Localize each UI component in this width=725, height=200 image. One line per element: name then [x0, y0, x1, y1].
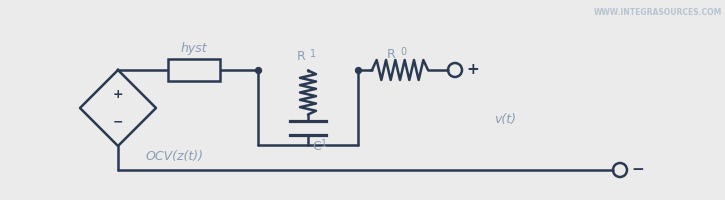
- Text: 1: 1: [310, 49, 316, 59]
- Text: −: −: [631, 162, 645, 178]
- Text: v(t): v(t): [494, 114, 516, 127]
- Point: [352, 68, 364, 72]
- Text: 0: 0: [400, 47, 406, 57]
- Text: +: +: [112, 88, 123, 100]
- Point: [252, 68, 264, 72]
- Text: WWW.INTEGRASOURCES.COM: WWW.INTEGRASOURCES.COM: [594, 8, 722, 17]
- Text: −: −: [113, 116, 123, 129]
- Text: R: R: [387, 47, 396, 60]
- Text: 1: 1: [321, 139, 327, 149]
- FancyBboxPatch shape: [168, 59, 220, 81]
- Text: +: +: [467, 62, 479, 77]
- Text: C: C: [312, 140, 320, 152]
- Text: OCV(z(t)): OCV(z(t)): [146, 150, 204, 163]
- Text: R: R: [297, 49, 306, 62]
- Text: hyst: hyst: [181, 42, 207, 55]
